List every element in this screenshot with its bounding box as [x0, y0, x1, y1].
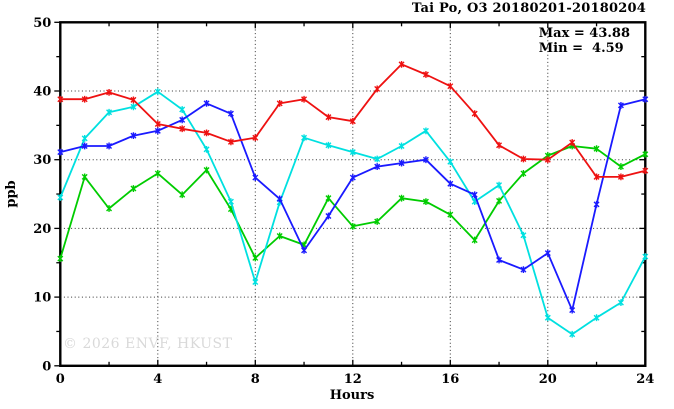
x-tick-label-12: 12	[344, 372, 362, 387]
max-value-label: Max = 43.88	[538, 26, 630, 41]
x-tick-label-16: 16	[441, 372, 459, 387]
series-green-line-markers	[57, 142, 649, 263]
y-tick-label-0: 0	[42, 359, 51, 374]
max-min-annotation: Max = 43.88 Min = 4.59	[539, 26, 630, 56]
y-tick-label-30: 30	[33, 153, 51, 168]
y-tick-label-10: 10	[33, 291, 51, 306]
y-axis-label: ppb	[4, 180, 19, 207]
series-cyan-line	[59, 90, 647, 336]
x-tick-label-0: 0	[56, 372, 65, 387]
y-tick-label-40: 40	[33, 85, 51, 100]
x-tick-label-20: 20	[539, 372, 557, 387]
series-blue-line-markers	[57, 95, 649, 314]
y-tick-label-20: 20	[33, 222, 51, 237]
min-value-label: Min = 4.59	[538, 41, 624, 56]
x-tick-label-4: 4	[153, 372, 162, 387]
x-tick-label-24: 24	[636, 372, 654, 387]
chart-title: Tai Po, O3 20180201-20180204	[411, 1, 646, 16]
y-tick-label-50: 50	[33, 16, 51, 31]
x-axis-label: Hours	[330, 388, 375, 403]
series-cyan-line-markers	[57, 88, 649, 338]
x-tick-label-8: 8	[251, 372, 260, 387]
watermark: © 2026 ENVF, HKUST	[63, 336, 233, 352]
series-red-line-markers	[57, 60, 649, 181]
